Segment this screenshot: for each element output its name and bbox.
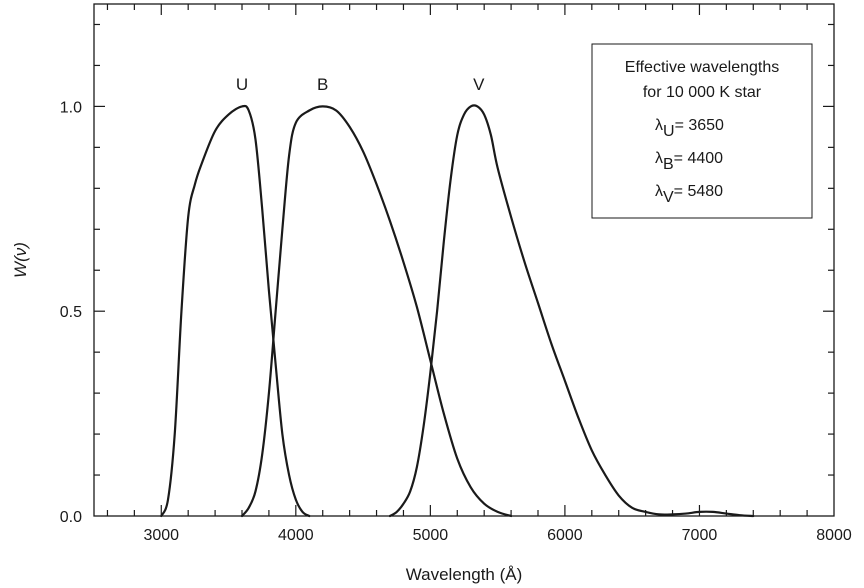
x-axis-title: Wavelength (Å) [406,565,523,584]
x-tick-label: 8000 [816,527,852,544]
legend-entry-b-value: = 4400 [674,150,723,167]
legend-entry-b-sub: B [663,156,674,173]
series-line-v [388,104,755,518]
y-tick-label: 0.5 [60,304,82,321]
legend-entry-v: λV= 5480 [655,183,723,206]
legend-entry-b: λB= 4400 [655,150,723,173]
plot-frame [93,3,835,517]
series-label-b: B [317,75,328,94]
legend-entry-v-value: = 5480 [674,183,723,200]
legend-entry-u: λU= 3650 [655,117,724,140]
series-line-u [160,104,311,518]
legend-title-line1: Effective wavelengths [625,59,779,76]
x-tick-label: 7000 [682,527,718,544]
x-axis-tick-labels: 3000 4000 5000 6000 7000 8000 [143,527,851,544]
legend-entry-v-symbol: λ [655,183,663,200]
x-tick-label: 4000 [278,527,314,544]
series-line-b [240,105,513,518]
x-axis-ticks [106,4,808,516]
y-axis-ticks [94,23,834,476]
legend-title-line2: for 10 000 K star [643,84,762,101]
x-tick-label: 5000 [413,527,449,544]
y-axis-title: W(ν) [11,242,30,278]
legend-entry-u-symbol: λ [655,117,663,134]
series-label-u: U [236,75,248,94]
x-tick-label: 6000 [547,527,583,544]
legend-box: Effective wavelengths for 10 000 K star … [591,43,813,219]
x-tick-label: 3000 [143,527,179,544]
legend-entry-u-value: = 3650 [675,117,724,134]
y-tick-label: 1.0 [60,99,82,116]
series-label-v: V [473,75,485,94]
series-lines [160,104,755,518]
y-axis-tick-labels: 0.0 0.5 1.0 [60,99,82,526]
legend-entry-u-sub: U [663,123,675,140]
legend-entry-b-symbol: λ [655,150,663,167]
legend-entry-v-sub: V [663,189,674,206]
y-tick-label: 0.0 [60,509,82,526]
legend-frame [591,43,813,219]
